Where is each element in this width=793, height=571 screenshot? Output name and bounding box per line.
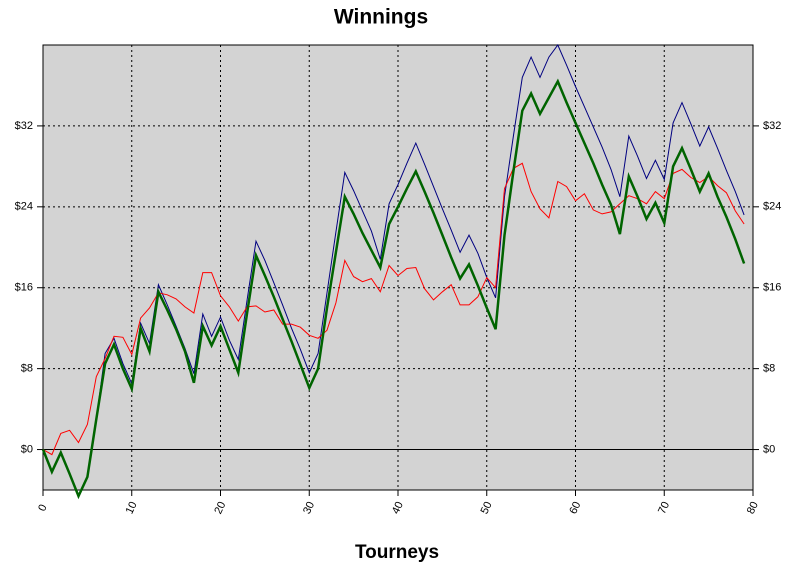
x-tick-label: 70 [656, 500, 672, 516]
series-line [42, 44, 745, 498]
x-tick-label: 50 [479, 500, 495, 516]
x-tick-label: 30 [301, 500, 317, 516]
y-tick-label: $0 [763, 443, 775, 455]
x-tick-label: 60 [567, 500, 583, 516]
y-tick-label: $24 [15, 201, 33, 213]
y-tick-label: $16 [763, 282, 781, 294]
series-line [41, 78, 746, 500]
y-tick-label: $32 [763, 120, 781, 132]
y-tick-label: $8 [763, 363, 775, 375]
x-tick-label: 40 [390, 500, 406, 516]
y-tick-label: $16 [15, 282, 33, 294]
y-tick-label: $32 [15, 120, 33, 132]
x-tick-label: 80 [745, 500, 761, 516]
x-axis-label: Tourneys [355, 542, 439, 563]
x-tick-label: 20 [212, 500, 228, 516]
y-tick-label: $0 [21, 443, 33, 455]
chart-title: Winnings [334, 6, 428, 29]
x-tick-label: 10 [124, 500, 140, 516]
x-tick-label: 0 [36, 503, 49, 514]
y-tick-label: $8 [21, 363, 33, 375]
y-tick-label: $24 [763, 201, 781, 213]
